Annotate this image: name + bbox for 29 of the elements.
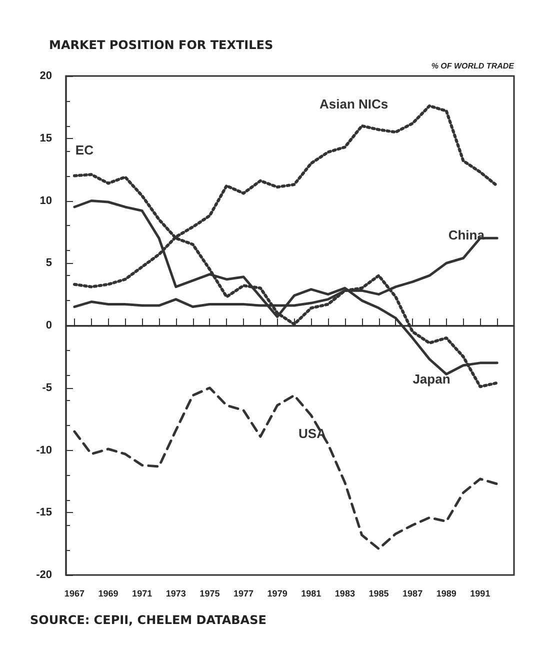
y-tick-label: 5 [46,257,52,270]
x-tick-label: 1967 [64,588,84,598]
x-tick-label: 1979 [267,588,288,598]
line-series [73,386,498,550]
x-tick-label: 1989 [436,588,456,598]
y-tick-label: -5 [42,382,52,394]
y-tick-label: 20 [40,70,52,82]
chart-title: MARKET POSITION FOR TEXTILES [49,38,274,52]
series-label: EC [75,142,94,158]
y-tick-label: 0 [46,320,52,332]
x-tick-label: 1975 [200,588,220,598]
y-tick-label: -10 [36,444,52,456]
x-tick-label: 1971 [132,588,152,598]
y-tick-label: 15 [40,132,52,144]
series-label: Asian NICs [320,96,388,112]
series-label: Japan [412,372,450,387]
x-tick-label: 1973 [166,588,186,598]
x-tick-label: 1981 [301,588,322,598]
y-tick-label: -15 [36,506,52,519]
y-tick-label: 10 [40,194,52,207]
x-tick-label: 1987 [402,588,423,598]
x-tick-label: 1991 [470,588,490,598]
x-tick-label: 1977 [233,588,254,598]
y-axis-title: % OF WORLD TRADE [431,62,515,70]
x-tick-label: 1985 [368,588,389,598]
x-tick-label: 1969 [98,588,118,598]
y-tick-label: -20 [36,569,52,581]
source-note: SOURCE: CEPII, CHELEM DATABASE [30,613,266,627]
x-tick-label: 1983 [334,588,355,598]
